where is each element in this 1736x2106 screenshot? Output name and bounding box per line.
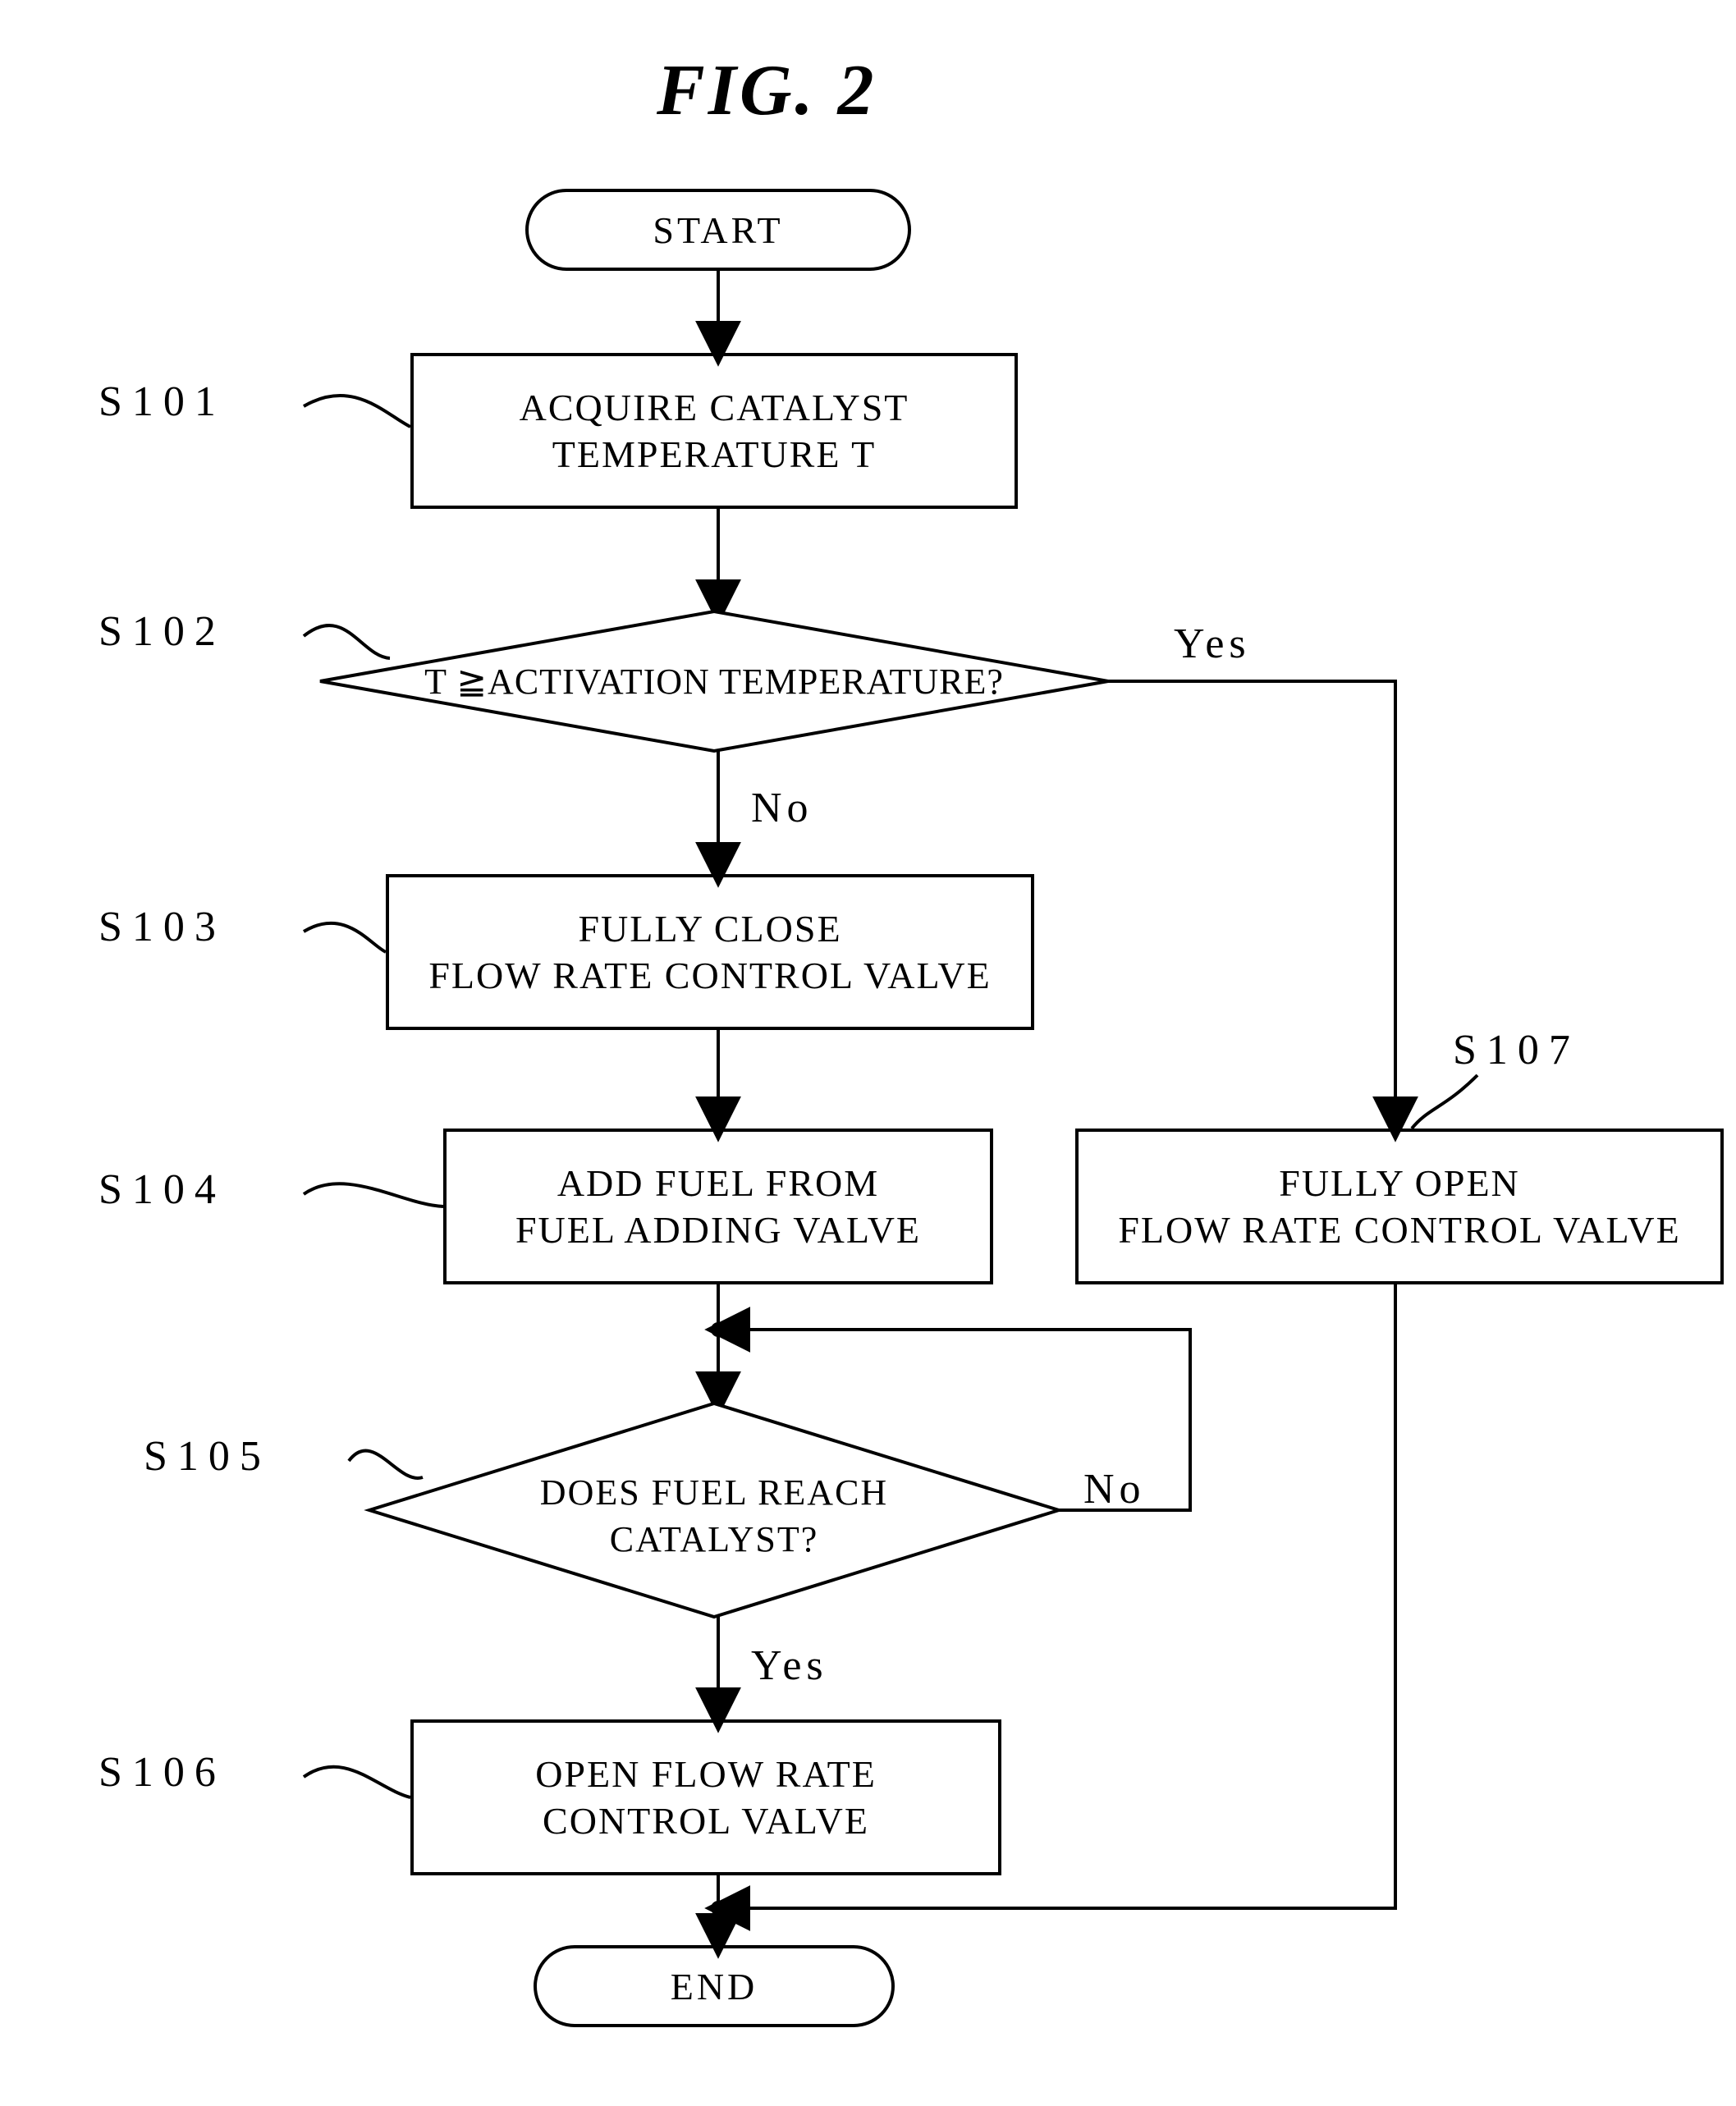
s105-decision-text: DOES FUEL REACH CATALYST? [369, 1469, 1059, 1563]
s101-line2: TEMPERATURE T [552, 431, 876, 478]
branch-s105-yes: Yes [751, 1641, 828, 1690]
end-terminal: END [534, 1945, 895, 2027]
s106-line2: CONTROL VALVE [543, 1797, 869, 1845]
step-label-s104: S104 [98, 1165, 226, 1214]
step-label-s102: S102 [98, 607, 226, 656]
start-terminal: START [525, 189, 911, 271]
s107-box: FULLY OPEN FLOW RATE CONTROL VALVE [1075, 1129, 1724, 1284]
step-label-s107: S107 [1453, 1026, 1580, 1074]
step-label-s105: S105 [144, 1432, 271, 1481]
s107-line1: FULLY OPEN [1279, 1160, 1520, 1207]
flowchart-canvas: FIG. 2 START END ACQUIRE CATALYST TEMPER… [0, 0, 1736, 2106]
figure-title: FIG. 2 [657, 49, 877, 132]
s103-box: FULLY CLOSE FLOW RATE CONTROL VALVE [386, 874, 1034, 1030]
s104-line1: ADD FUEL FROM [557, 1160, 879, 1207]
s107-line2: FLOW RATE CONTROL VALVE [1118, 1206, 1680, 1254]
step-label-s103: S103 [98, 903, 226, 951]
s104-line2: FUEL ADDING VALVE [515, 1206, 921, 1254]
step-label-s101: S101 [98, 378, 226, 426]
s104-box: ADD FUEL FROM FUEL ADDING VALVE [443, 1129, 993, 1284]
s106-line1: OPEN FLOW RATE [535, 1751, 877, 1798]
branch-s105-no: No [1083, 1465, 1146, 1513]
start-label: START [653, 208, 783, 252]
s101-line1: ACQUIRE CATALYST [520, 384, 909, 432]
branch-s102-no: No [751, 784, 813, 832]
s102-decision-text: T ≧ACTIVATION TEMPERATURE? [320, 661, 1108, 703]
step-label-s106: S106 [98, 1748, 226, 1797]
end-label: END [671, 1965, 758, 2008]
s106-box: OPEN FLOW RATE CONTROL VALVE [410, 1719, 1001, 1875]
s103-line2: FLOW RATE CONTROL VALVE [428, 952, 991, 1000]
s103-line1: FULLY CLOSE [578, 905, 841, 953]
s101-box: ACQUIRE CATALYST TEMPERATURE T [410, 353, 1018, 509]
branch-s102-yes: Yes [1174, 620, 1251, 668]
